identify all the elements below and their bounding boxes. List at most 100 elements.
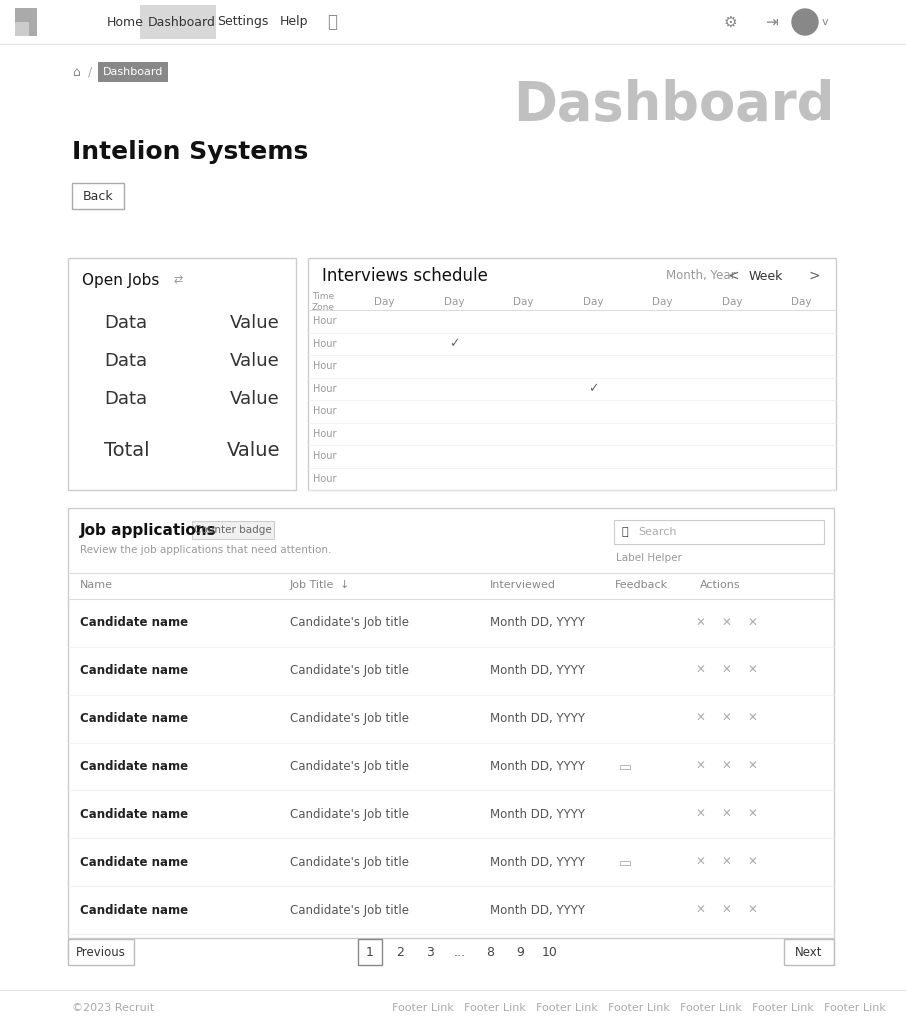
Text: ✕: ✕ (721, 856, 731, 868)
Text: Candidate name: Candidate name (80, 903, 188, 916)
Text: ⚙: ⚙ (723, 14, 737, 30)
Bar (358, 939, 382, 965)
Text: ✕: ✕ (747, 616, 757, 630)
Text: Month DD, YYYY: Month DD, YYYY (490, 760, 585, 773)
Text: Review the job applications that need attention.: Review the job applications that need at… (80, 545, 332, 555)
Text: Candidate name: Candidate name (80, 616, 188, 630)
Text: Month DD, YYYY: Month DD, YYYY (490, 665, 585, 677)
Text: Help: Help (280, 15, 309, 29)
Text: /: / (88, 66, 92, 79)
Text: Month DD, YYYY: Month DD, YYYY (490, 903, 585, 916)
Text: Day: Day (514, 297, 534, 307)
Text: ✕: ✕ (747, 856, 757, 868)
Text: Month DD, YYYY: Month DD, YYYY (490, 856, 585, 868)
Text: Footer Link: Footer Link (680, 1002, 742, 1013)
Text: ✕: ✕ (695, 856, 705, 868)
Text: Home: Home (107, 15, 144, 29)
Text: Month DD, YYYY: Month DD, YYYY (490, 712, 585, 725)
Text: ✓: ✓ (448, 337, 459, 350)
Text: ✕: ✕ (721, 712, 731, 725)
Text: Hour: Hour (313, 316, 336, 327)
Text: Hour: Hour (313, 407, 336, 416)
Text: Candidate's Job title: Candidate's Job title (290, 665, 409, 677)
Text: Month DD, YYYY: Month DD, YYYY (490, 616, 585, 630)
Text: v: v (822, 17, 829, 27)
Text: Hour: Hour (313, 361, 336, 372)
Text: Total: Total (104, 440, 149, 460)
Text: Interviews schedule: Interviews schedule (322, 267, 487, 285)
Text: Candidate's Job title: Candidate's Job title (290, 808, 409, 821)
Text: Dashboard: Dashboard (102, 67, 163, 77)
Text: Interviewed: Interviewed (490, 580, 556, 590)
Text: ✕: ✕ (721, 760, 731, 773)
Text: Footer Link: Footer Link (752, 1002, 814, 1013)
Text: Data: Data (104, 352, 147, 370)
Text: Value: Value (230, 314, 280, 332)
Text: Day: Day (374, 297, 395, 307)
Text: ✕: ✕ (747, 808, 757, 821)
Text: Search: Search (638, 527, 677, 537)
Text: ©2023 Recruit: ©2023 Recruit (72, 1002, 154, 1013)
Bar (784, 939, 834, 965)
Text: Candidate's Job title: Candidate's Job title (290, 903, 409, 916)
Text: Intelion Systems: Intelion Systems (72, 140, 308, 164)
Bar (308, 258, 836, 490)
Text: 3: 3 (426, 945, 434, 958)
Text: Candidate's Job title: Candidate's Job title (290, 712, 409, 725)
Text: Label Helper: Label Helper (616, 553, 682, 563)
Text: Value: Value (226, 440, 280, 460)
Bar (15, 8, 37, 22)
Text: ✕: ✕ (747, 665, 757, 677)
Text: ✕: ✕ (721, 903, 731, 916)
Text: Value: Value (230, 352, 280, 370)
Text: Candidate name: Candidate name (80, 808, 188, 821)
Bar (98, 62, 168, 82)
Text: Counter badge: Counter badge (194, 525, 272, 535)
Text: 8: 8 (486, 945, 494, 958)
Text: ⌕: ⌕ (327, 13, 337, 31)
Bar (68, 939, 134, 965)
Text: Job applications: Job applications (80, 522, 217, 538)
Text: Day: Day (721, 297, 742, 307)
Text: Day: Day (583, 297, 603, 307)
Text: Month DD, YYYY: Month DD, YYYY (490, 808, 585, 821)
Text: Month, Year: Month, Year (666, 269, 736, 283)
Text: Open Jobs: Open Jobs (82, 272, 159, 288)
Bar (614, 520, 824, 544)
Text: Footer Link: Footer Link (392, 1002, 454, 1013)
Text: >: > (808, 269, 820, 283)
Text: Day: Day (652, 297, 672, 307)
Text: ...: ... (454, 945, 466, 958)
Bar (72, 183, 124, 209)
Text: 9: 9 (516, 945, 524, 958)
Text: ✕: ✕ (695, 808, 705, 821)
Text: Candidate's Job title: Candidate's Job title (290, 856, 409, 868)
Text: Hour: Hour (313, 339, 336, 349)
Bar (192, 521, 274, 539)
Text: Actions: Actions (700, 580, 740, 590)
Bar (68, 258, 296, 490)
Text: Time
Zone: Time Zone (312, 292, 335, 311)
Text: 10: 10 (542, 945, 558, 958)
Text: ▭: ▭ (619, 855, 631, 869)
Text: Candidate's Job title: Candidate's Job title (290, 616, 409, 630)
Text: ▭: ▭ (619, 760, 631, 773)
Text: Dashboard: Dashboard (148, 15, 216, 29)
Text: Hour: Hour (313, 429, 336, 438)
Text: ✕: ✕ (747, 903, 757, 916)
Text: Footer Link: Footer Link (608, 1002, 670, 1013)
Text: ↓: ↓ (340, 580, 350, 590)
Text: Feedback: Feedback (615, 580, 668, 590)
Text: ✓: ✓ (588, 382, 598, 395)
Text: ✕: ✕ (695, 616, 705, 630)
Circle shape (792, 9, 818, 35)
Bar (15, 8, 29, 36)
Text: ✕: ✕ (721, 616, 731, 630)
Bar (68, 508, 834, 938)
Text: ✕: ✕ (721, 808, 731, 821)
Text: Hour: Hour (313, 474, 336, 483)
Text: Job Title: Job Title (290, 580, 334, 590)
Text: ✕: ✕ (747, 760, 757, 773)
Text: Day: Day (444, 297, 465, 307)
Text: Candidate's Job title: Candidate's Job title (290, 760, 409, 773)
